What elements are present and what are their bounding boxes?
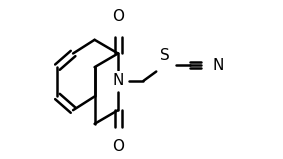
Text: S: S [160,48,170,63]
Text: N: N [112,73,124,88]
Text: O: O [112,139,124,155]
Text: O: O [112,9,124,24]
Text: N: N [213,58,224,73]
